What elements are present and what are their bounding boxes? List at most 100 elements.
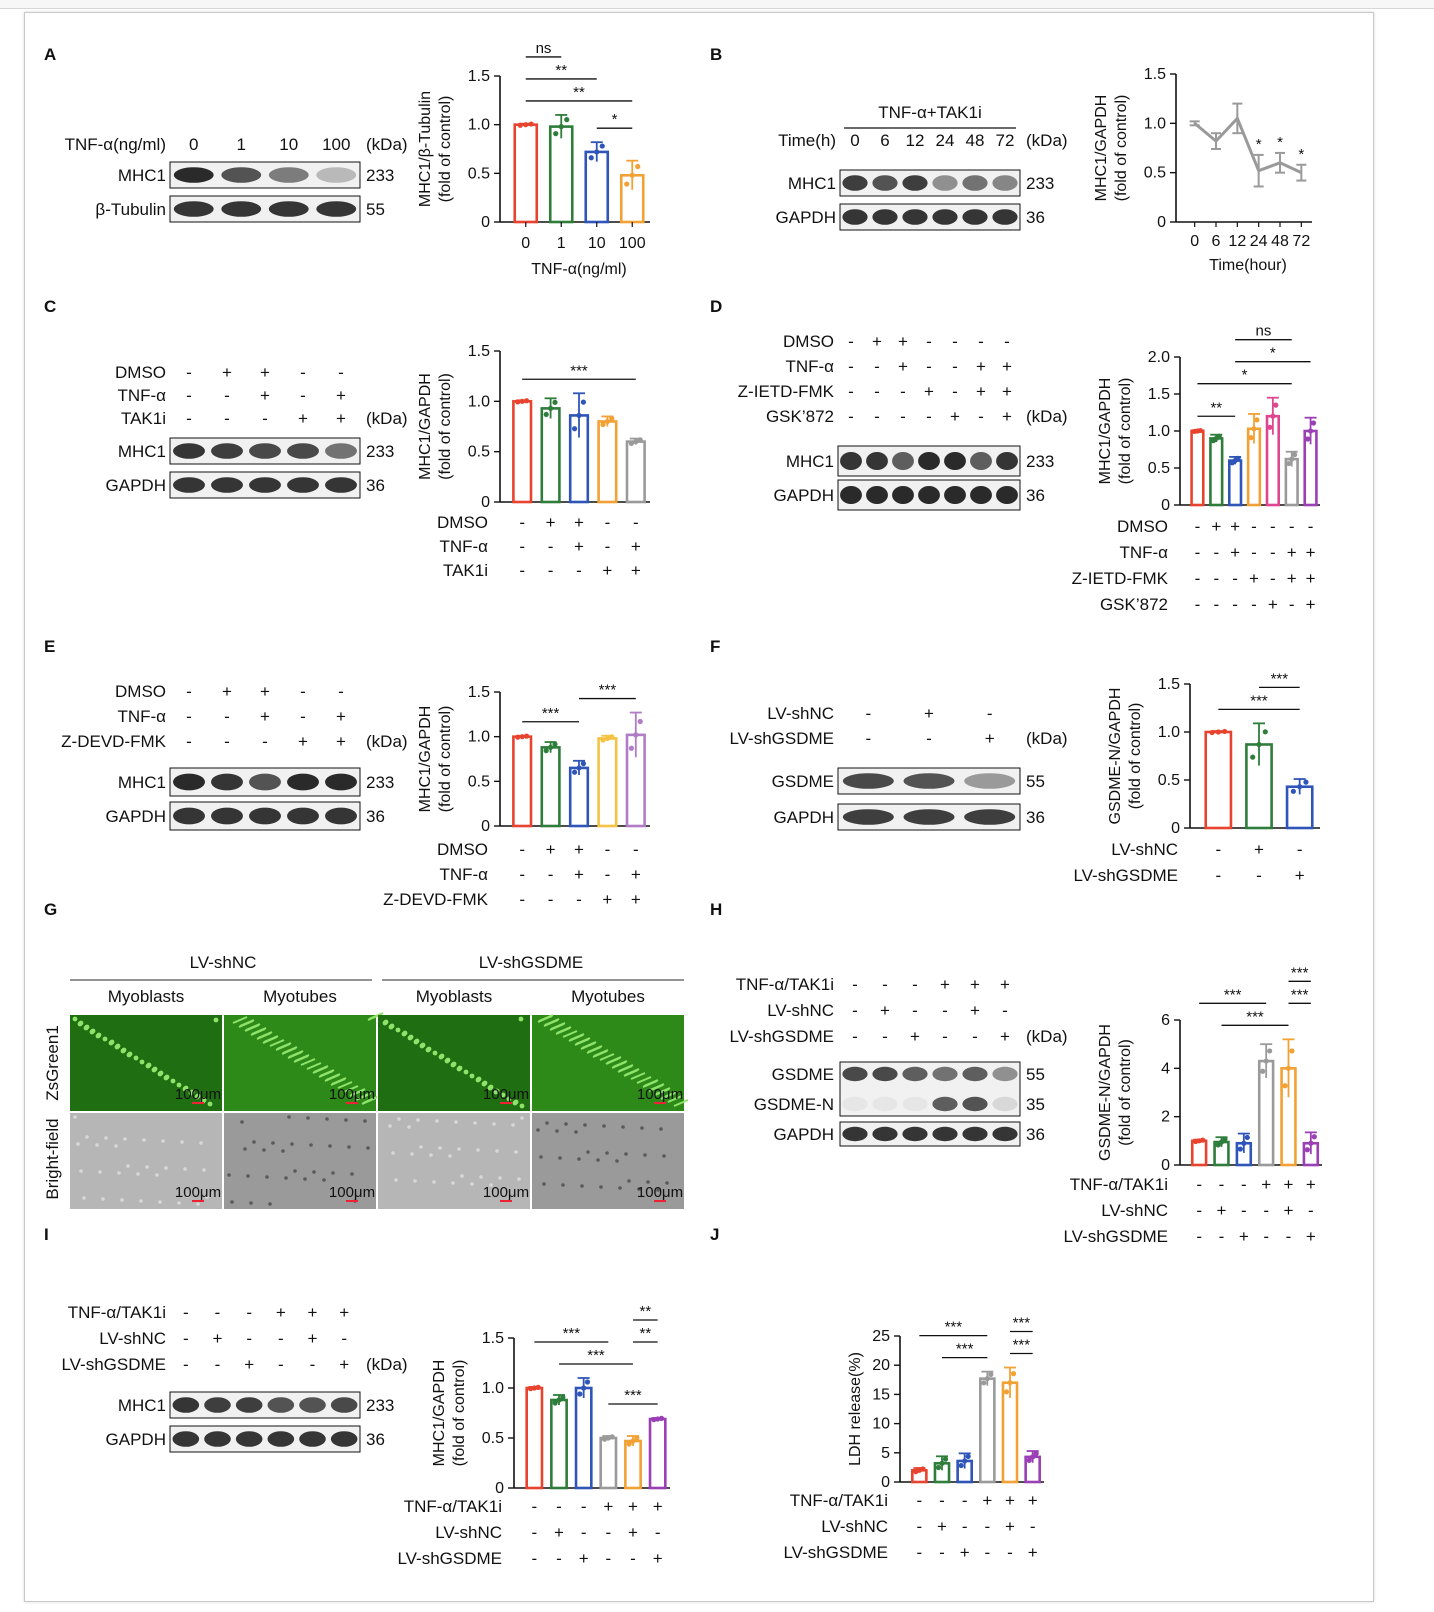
data-point <box>1307 428 1314 434</box>
treatment-sign: - <box>338 363 344 382</box>
treatment-sign: + <box>276 1303 286 1322</box>
y-axis-label: LDH release(%) <box>847 1352 864 1466</box>
brightfield-cell <box>448 1154 452 1158</box>
treatment-label: LV-shNC <box>767 704 834 723</box>
data-point <box>527 1386 534 1392</box>
y-axis-label: (fold of control) <box>437 373 454 480</box>
brightfield-cell <box>180 1140 184 1144</box>
treatment-sign: + <box>1211 517 1221 536</box>
panel-letter-e: E <box>44 637 55 656</box>
data-point <box>628 440 634 447</box>
myotube-fiber <box>611 1061 627 1069</box>
significance-label: *** <box>1250 692 1268 709</box>
brightfield-cell <box>155 1173 159 1177</box>
brightfield-cell <box>95 1143 99 1147</box>
treatment-sign: - <box>531 1549 537 1568</box>
blot-band <box>173 443 205 459</box>
treatment-sign: + <box>970 975 980 994</box>
data-point <box>637 718 643 725</box>
treatment-sign: + <box>574 840 584 859</box>
brightfield-cell <box>599 1185 603 1189</box>
data-point <box>523 122 529 128</box>
data-point <box>1305 436 1311 442</box>
myoblast-cell <box>506 1096 512 1102</box>
treatment-label: DMSO <box>115 682 166 701</box>
myoblast-cell <box>419 1043 425 1049</box>
treatment-sign: - <box>874 407 880 426</box>
data-point <box>1251 426 1257 432</box>
data-point <box>1215 729 1221 735</box>
blot-band <box>316 201 357 217</box>
brightfield-cell <box>596 1158 600 1162</box>
brightfield-cell <box>618 1186 622 1190</box>
y-axis-label: (fold of control) <box>1127 703 1144 810</box>
brightfield-cell <box>580 1184 584 1188</box>
treatment-sign: + <box>1230 517 1240 536</box>
treatment-sign: - <box>952 382 958 401</box>
myotube-fiber <box>244 1024 260 1032</box>
treatment-sign: + <box>1249 569 1259 588</box>
brightfield-cell <box>306 1116 310 1120</box>
brightfield-cell <box>183 1167 187 1171</box>
kda-unit-label: (kDa) <box>1026 729 1068 748</box>
treatment-sign: - <box>556 1497 562 1516</box>
brightfield-cell <box>615 1159 619 1163</box>
data-bar <box>625 440 646 504</box>
band-label: MHC1 <box>118 1396 166 1415</box>
treatment-sign: + <box>924 382 934 401</box>
myoblast-cell <box>151 1067 157 1073</box>
significance-label: *** <box>1013 1337 1031 1354</box>
brightfield-cell <box>583 1123 587 1127</box>
blot-band <box>932 1096 958 1112</box>
treatment-sign: - <box>1251 595 1257 614</box>
treatment-sign: - <box>183 1303 189 1322</box>
band-kda-value: 233 <box>1026 174 1054 193</box>
brightfield-cell <box>643 1153 647 1157</box>
treatment-sign: - <box>278 1329 284 1348</box>
treatment-sign: - <box>300 386 306 405</box>
treatment-sign: - <box>1251 543 1257 562</box>
data-point <box>637 437 643 443</box>
treatment-sign: + <box>1005 1491 1015 1510</box>
blot-band <box>866 452 888 470</box>
treatment-sign: 48 <box>966 131 985 150</box>
data-point <box>576 765 582 771</box>
band-kda-value: 36 <box>366 807 385 826</box>
significance-label: ns <box>1256 323 1272 340</box>
data-point <box>558 124 564 130</box>
y-tick-label: 25 <box>872 1328 890 1345</box>
data-point <box>1290 788 1296 794</box>
blot-band <box>872 1096 898 1112</box>
blot-band <box>842 209 868 225</box>
treatment-sign: - <box>581 1497 587 1516</box>
blot-band <box>249 443 281 459</box>
blot-band <box>872 175 898 191</box>
treatment-sign: - <box>556 1549 562 1568</box>
treatment-sign: - <box>952 357 958 376</box>
brightfield-cell <box>142 1138 146 1142</box>
scale-bar-label: 100μm <box>483 1086 529 1103</box>
blot-band <box>903 773 955 789</box>
treatment-sign: 0 <box>850 131 859 150</box>
blot-band <box>221 201 262 217</box>
treatment-sign: - <box>962 1491 968 1510</box>
data-point <box>1304 1147 1310 1153</box>
brightfield-cell <box>397 1117 401 1121</box>
brightfield-cell <box>624 1152 628 1156</box>
treatment-sign: + <box>910 1027 920 1046</box>
brightfield-cell <box>281 1149 285 1153</box>
treatment-sign: - <box>341 1329 347 1348</box>
myotube-fiber <box>537 1015 553 1023</box>
significance-label: *** <box>1291 986 1309 1003</box>
data-point <box>1262 729 1268 735</box>
treatment-sign: + <box>336 732 346 751</box>
y-tick-label: 0.5 <box>468 165 490 182</box>
data-point <box>515 399 521 405</box>
treatment-sign: - <box>300 363 306 382</box>
y-tick-label: 0 <box>495 1480 504 1497</box>
treatment-sign: + <box>982 1491 992 1510</box>
brightfield-cell <box>432 1180 436 1184</box>
data-bar <box>648 1417 667 1490</box>
data-point <box>1222 1136 1228 1142</box>
data-point <box>571 769 578 775</box>
